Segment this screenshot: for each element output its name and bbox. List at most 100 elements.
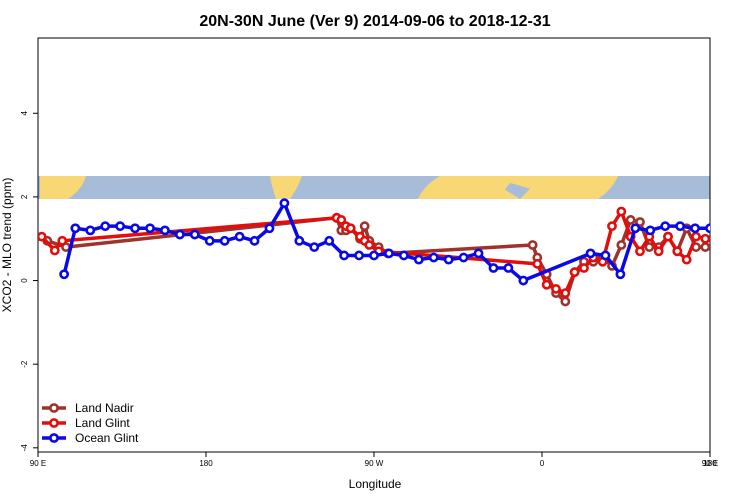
data-point <box>503 263 514 273</box>
data-point <box>488 263 499 273</box>
data-point <box>705 223 710 234</box>
series-layer <box>38 198 743 307</box>
legend-label: Land Glint <box>75 416 130 430</box>
data-point <box>443 254 454 265</box>
data-point <box>518 275 529 286</box>
data-point <box>635 246 645 257</box>
data-point <box>100 221 111 232</box>
data-point <box>345 223 356 234</box>
data-point <box>625 215 636 225</box>
legend-swatch-marker <box>49 403 59 413</box>
data-point <box>690 223 700 234</box>
data-point <box>615 269 626 280</box>
y-tick-label: 2 <box>20 194 29 199</box>
data-point <box>691 231 701 242</box>
data-point <box>579 263 589 273</box>
data-point <box>527 240 538 250</box>
x-tick-label: 180 <box>199 459 213 468</box>
x-tick-label: 180 <box>703 459 717 468</box>
y-tick-label: 4 <box>20 110 29 115</box>
x-axis-label: Longitude <box>349 477 402 491</box>
legend-label: Land Nadir <box>75 401 134 415</box>
data-point <box>721 227 728 234</box>
landmass-asia <box>40 176 86 199</box>
data-point <box>384 248 394 259</box>
data-point <box>672 246 683 257</box>
data-point <box>204 235 215 246</box>
data-point <box>700 242 710 252</box>
legend-swatch-marker <box>49 433 59 443</box>
data-point <box>339 250 350 261</box>
data-point <box>189 229 200 240</box>
data-point <box>234 231 245 242</box>
data-point <box>336 215 347 225</box>
data-point <box>38 231 47 242</box>
x-tick-label: 0 <box>540 459 545 468</box>
legend-swatch-marker <box>49 418 59 428</box>
x-tick-label: 90 W <box>365 459 384 468</box>
data-point <box>700 233 710 244</box>
data-point <box>616 240 627 250</box>
data-point <box>653 246 664 257</box>
data-point <box>279 198 290 209</box>
legend-label: Ocean Glint <box>75 431 139 445</box>
data-point <box>541 279 552 290</box>
series-land-glint <box>38 206 710 298</box>
data-point <box>49 245 60 256</box>
data-point <box>59 269 70 280</box>
data-point <box>473 248 484 259</box>
data-point <box>560 296 571 307</box>
data-point <box>532 258 543 269</box>
x-tick-label: 90 E <box>30 459 46 468</box>
series-ocean-glint <box>59 198 743 286</box>
data-point <box>681 254 692 265</box>
data-point <box>354 250 364 261</box>
data-point <box>219 235 230 246</box>
data-point <box>57 235 68 246</box>
data-point <box>264 223 275 234</box>
data-point <box>569 267 580 278</box>
data-point <box>645 225 656 236</box>
data-point <box>585 248 596 259</box>
data-point <box>551 284 561 294</box>
data-point <box>675 221 686 232</box>
data-point <box>294 235 305 246</box>
data-point <box>663 231 673 242</box>
y-axis: -4 -2 0 2 4 <box>20 110 38 451</box>
red-sea-region <box>505 182 530 199</box>
data-point <box>359 221 370 232</box>
y-tick-label: -4 <box>20 444 29 452</box>
data-point <box>145 223 155 234</box>
data-point <box>398 250 409 261</box>
data-point <box>85 225 96 236</box>
y-tick-label: -2 <box>20 360 29 368</box>
data-point <box>560 288 571 298</box>
data-point <box>607 221 617 232</box>
data-point <box>600 250 611 261</box>
data-point <box>616 206 627 217</box>
data-point <box>70 223 81 234</box>
data-point <box>428 252 439 263</box>
world-map-strip <box>38 176 710 199</box>
y-tick-label: 0 <box>20 278 29 283</box>
data-point <box>413 254 424 265</box>
data-point <box>309 242 320 252</box>
data-point <box>130 223 140 234</box>
data-point <box>249 235 260 246</box>
chart-title: 20N-30N June (Ver 9) 2014-09-06 to 2018-… <box>199 13 550 30</box>
data-point <box>369 250 379 261</box>
data-point <box>458 252 469 263</box>
y-axis-label: XCO2 - MLO trend (ppm) <box>0 178 14 313</box>
data-point <box>364 240 375 250</box>
data-point <box>644 242 655 252</box>
data-point <box>324 235 335 246</box>
x-tick-label: 90 E <box>702 459 718 468</box>
data-point <box>660 221 671 232</box>
data-point <box>160 225 170 236</box>
data-point <box>115 221 126 232</box>
landmass-americas <box>270 176 302 199</box>
data-point <box>736 223 743 230</box>
